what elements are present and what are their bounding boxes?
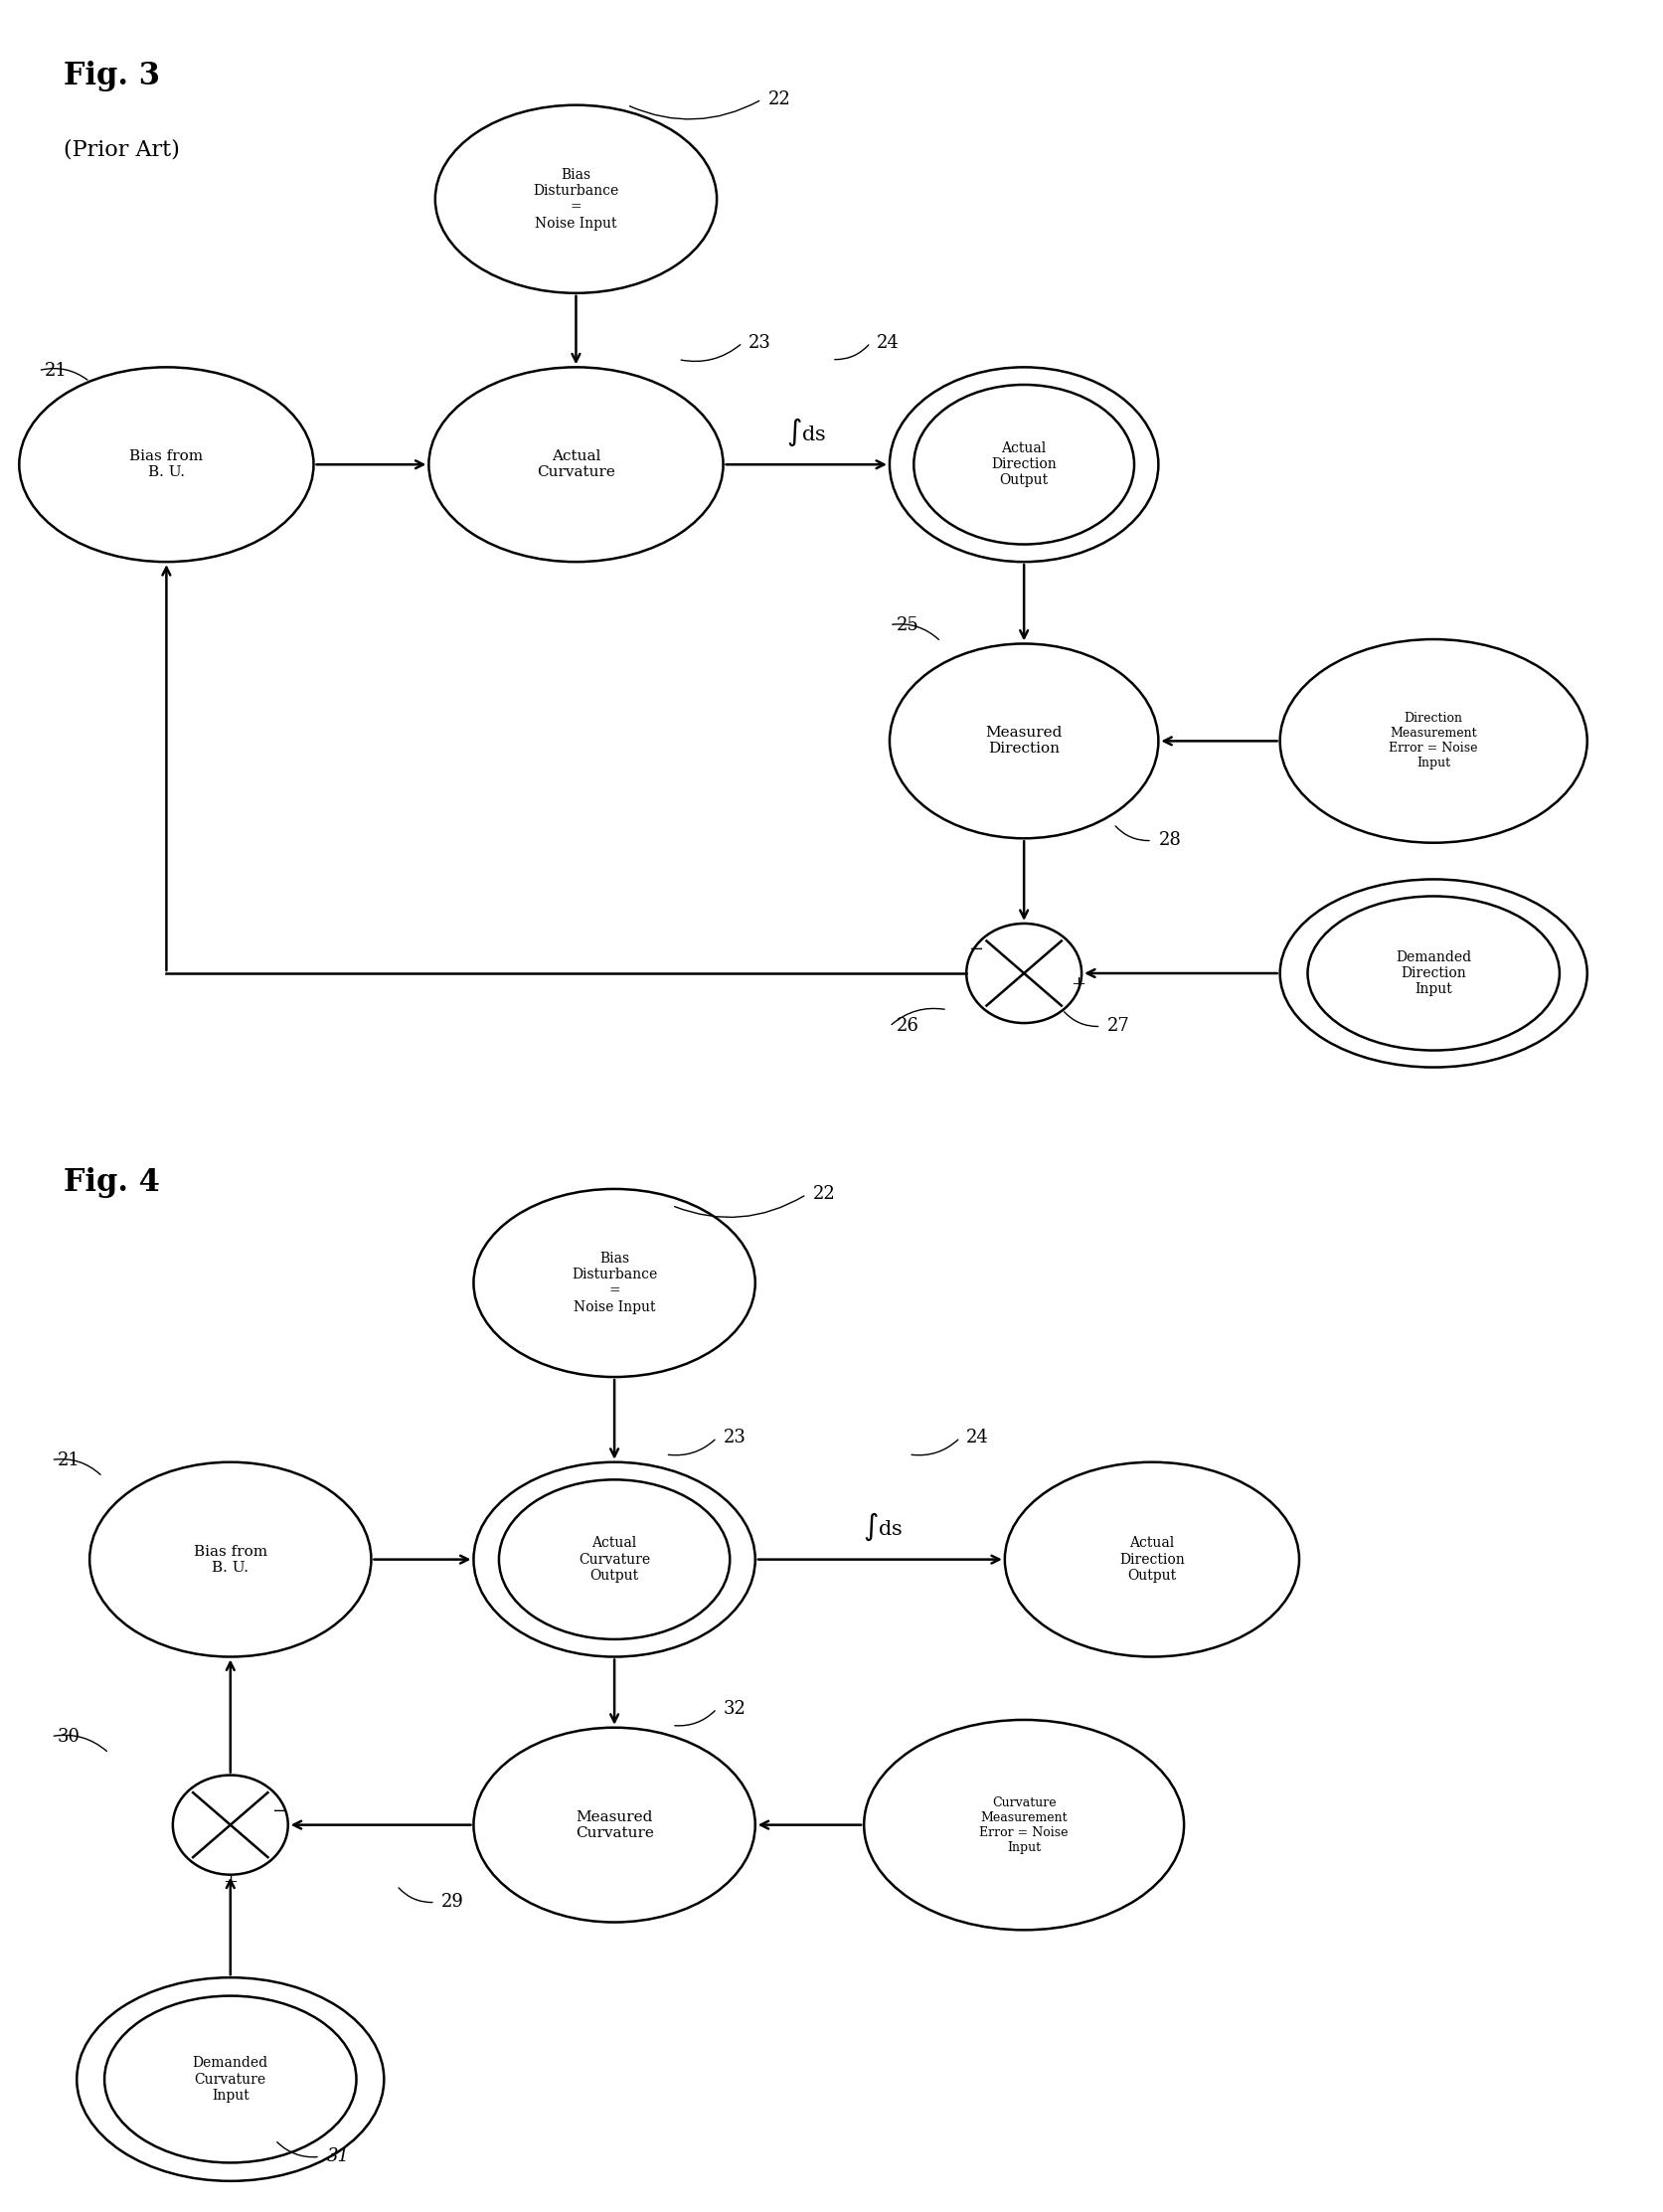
- Text: 32: 32: [723, 1699, 745, 1719]
- Text: Demanded
Curvature
Input: Demanded Curvature Input: [193, 2057, 268, 2101]
- Text: 27: 27: [1106, 1018, 1129, 1035]
- Text: Demanded
Direction
Input: Demanded Direction Input: [1395, 951, 1470, 995]
- Text: 23: 23: [748, 334, 772, 352]
- Ellipse shape: [890, 367, 1157, 562]
- Ellipse shape: [1279, 878, 1587, 1066]
- Text: 31: 31: [326, 2148, 349, 2166]
- Text: Actual
Curvature
Output: Actual Curvature Output: [579, 1537, 650, 1582]
- Text: 22: 22: [812, 1186, 835, 1203]
- Text: Bias from
B. U.: Bias from B. U.: [193, 1544, 268, 1575]
- Text: Bias from
B. U.: Bias from B. U.: [130, 449, 203, 480]
- Text: 29: 29: [441, 1893, 464, 1911]
- Text: −: −: [968, 940, 983, 958]
- Text: 23: 23: [723, 1429, 745, 1447]
- Text: Actual
Direction
Output: Actual Direction Output: [991, 442, 1056, 487]
- Ellipse shape: [474, 1728, 755, 1922]
- Text: +: +: [1069, 975, 1084, 993]
- Text: $\int$ds: $\int$ds: [787, 416, 827, 447]
- Text: Actual
Curvature: Actual Curvature: [537, 449, 615, 480]
- Text: Fig. 3: Fig. 3: [63, 60, 160, 91]
- Ellipse shape: [474, 1462, 755, 1657]
- Ellipse shape: [76, 1978, 384, 2181]
- Text: 24: 24: [876, 334, 900, 352]
- Ellipse shape: [90, 1462, 371, 1657]
- Text: 21: 21: [58, 1451, 80, 1469]
- Text: 24: 24: [966, 1429, 988, 1447]
- Circle shape: [966, 925, 1081, 1022]
- Ellipse shape: [474, 1190, 755, 1376]
- Text: 26: 26: [895, 1018, 918, 1035]
- Text: Actual
Direction
Output: Actual Direction Output: [1119, 1537, 1184, 1582]
- Text: Bias
Disturbance
=
Noise Input: Bias Disturbance = Noise Input: [570, 1252, 657, 1314]
- Text: Curvature
Measurement
Error = Noise
Input: Curvature Measurement Error = Noise Inpu…: [980, 1796, 1068, 1854]
- Ellipse shape: [1004, 1462, 1299, 1657]
- Text: 22: 22: [768, 91, 790, 108]
- Ellipse shape: [436, 104, 717, 292]
- Ellipse shape: [890, 644, 1157, 838]
- Text: 28: 28: [1157, 832, 1181, 849]
- Ellipse shape: [863, 1721, 1184, 1929]
- Ellipse shape: [429, 367, 723, 562]
- Ellipse shape: [1279, 639, 1587, 843]
- Text: Measured
Curvature: Measured Curvature: [575, 1809, 654, 1840]
- Text: Bias
Disturbance
=
Noise Input: Bias Disturbance = Noise Input: [532, 168, 619, 230]
- Text: 25: 25: [895, 615, 918, 635]
- Circle shape: [173, 1774, 288, 1876]
- Text: (Prior Art): (Prior Art): [63, 137, 180, 159]
- Text: 21: 21: [45, 361, 68, 380]
- Ellipse shape: [20, 367, 313, 562]
- Text: Measured
Direction: Measured Direction: [984, 726, 1061, 757]
- Text: 30: 30: [58, 1728, 80, 1745]
- Text: Fig. 4: Fig. 4: [63, 1168, 160, 1197]
- Text: −: −: [271, 1803, 286, 1820]
- Text: +: +: [223, 1874, 238, 1891]
- Text: $\int$ds: $\int$ds: [863, 1511, 903, 1544]
- Text: Direction
Measurement
Error = Noise
Input: Direction Measurement Error = Noise Inpu…: [1389, 712, 1477, 770]
